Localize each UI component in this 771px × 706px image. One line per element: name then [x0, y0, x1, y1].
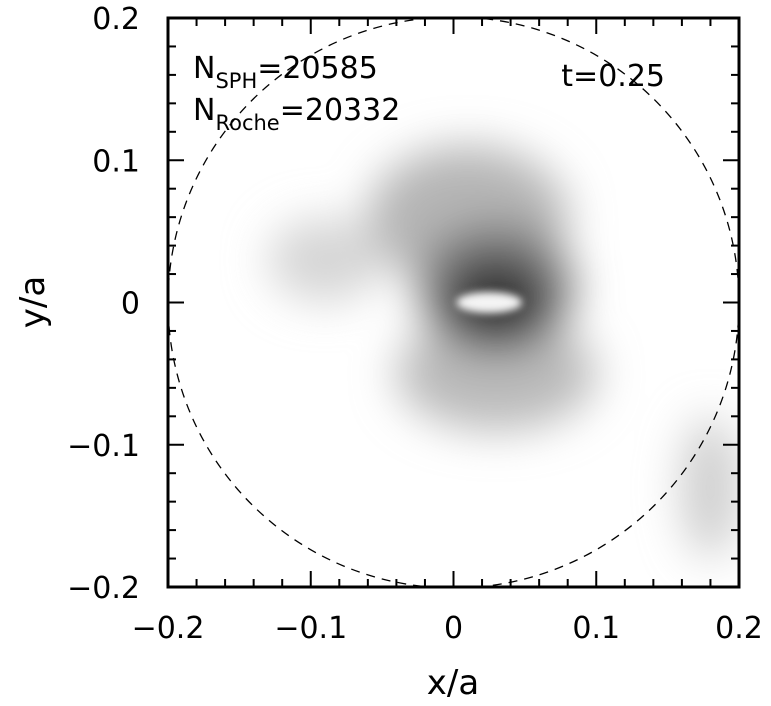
density-blob-5 [681, 416, 739, 559]
y-tick-label: −0.2 [67, 571, 140, 606]
density-blob-2 [396, 316, 597, 431]
x-tick-label: −0.1 [274, 611, 347, 646]
x-tick-label: 0.2 [715, 611, 763, 646]
x-tick-label: −0.2 [132, 611, 205, 646]
nsph-annotation: NSPH=20585 [193, 51, 378, 93]
y-tick-label: 0 [121, 287, 140, 322]
y-tick-label: −0.1 [67, 429, 140, 464]
x-tick-label: 0 [444, 611, 463, 646]
y-tick-label: 0.2 [92, 2, 140, 37]
time-annotation: t=0.25 [561, 59, 665, 94]
y-tick-labels: −0.2 −0.1 0 0.1 0.2 [67, 2, 140, 606]
y-axis-label: y/a [13, 276, 53, 328]
axis-ticks [167, 17, 740, 588]
nroche-annotation: NRoche=20332 [193, 93, 400, 135]
density-map [267, 146, 739, 559]
y-tick-label: 0.1 [92, 144, 140, 179]
x-tick-label: 0.1 [572, 611, 620, 646]
density-blob-1 [267, 217, 383, 303]
x-axis-label: x/a [427, 663, 479, 703]
density-core [456, 291, 523, 314]
x-tick-labels: −0.2 −0.1 0 0.1 0.2 [132, 611, 763, 646]
